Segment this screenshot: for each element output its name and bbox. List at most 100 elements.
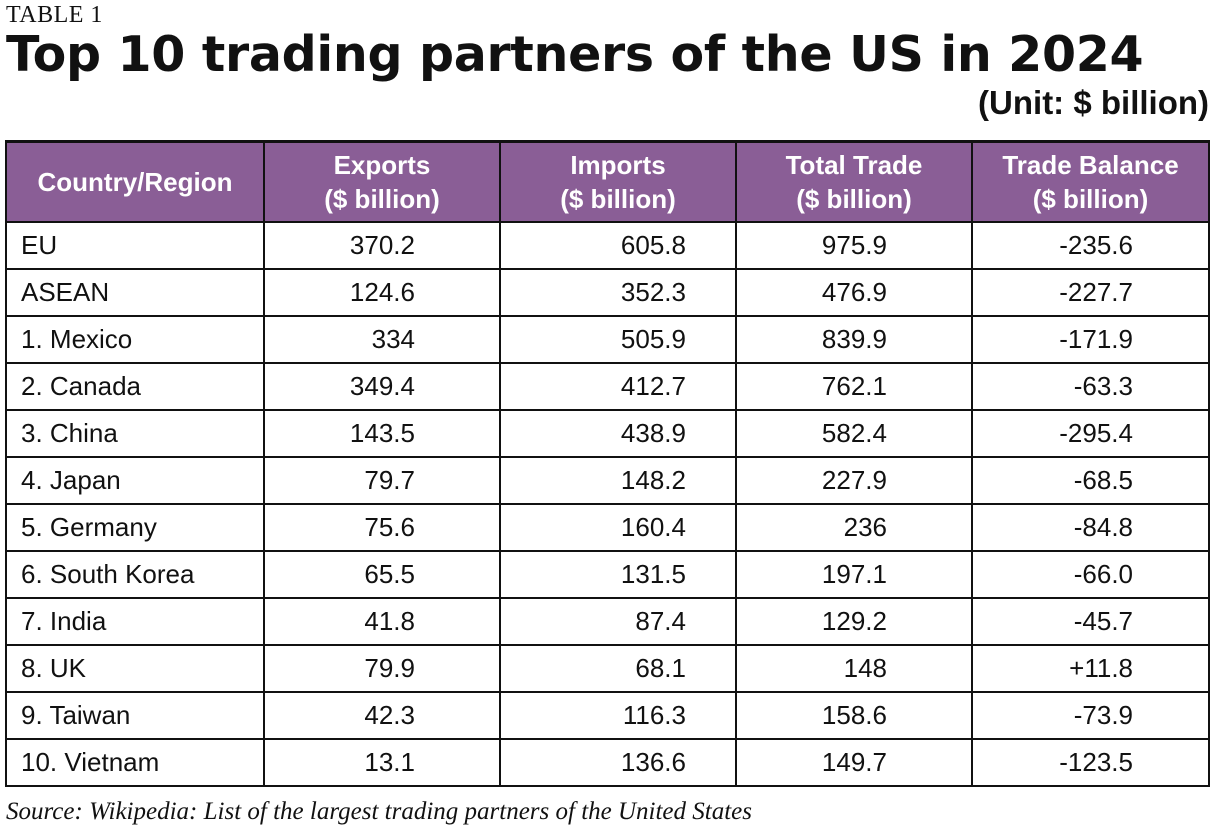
imports-cell: 148.2 [499, 456, 737, 505]
imports-cell: 87.4 [499, 597, 737, 646]
imports-cell: 412.7 [499, 362, 737, 411]
table-body: EU 370.2 605.8 975.9 -235.6 ASEAN 124.6 352.3 47… [5, 221, 1210, 787]
exports-cell-value: 65.5 [364, 559, 415, 589]
exports-cell-value: 42.3 [364, 700, 415, 730]
header-country: Country/Region [5, 140, 265, 223]
header-imports-label: Imports [570, 150, 666, 180]
imports-cell-value: 68.1 [635, 653, 686, 683]
header-trade-balance-unit: ($ billion) [1032, 184, 1149, 214]
table-row: 8. UK 79.9 68.1 148 +11.8 [5, 644, 1210, 693]
imports-cell: 160.4 [499, 503, 737, 552]
total-trade-cell: 476.9 [735, 268, 973, 317]
header-total-trade: Total Trade ($ billion) [735, 140, 973, 223]
total-trade-cell-value: 227.9 [821, 465, 887, 495]
trade-balance-cell-value: -235.6 [1059, 230, 1133, 260]
exports-cell-value: 75.6 [364, 512, 415, 542]
imports-cell-value: 148.2 [620, 465, 686, 495]
header-imports: Imports ($ billion) [499, 140, 737, 223]
imports-cell: 352.3 [499, 268, 737, 317]
exports-cell: 79.9 [263, 644, 501, 693]
total-trade-cell-value: 129.2 [821, 606, 887, 636]
country-cell: 6. South Korea [5, 550, 265, 599]
country-cell: 1. Mexico [5, 315, 265, 364]
total-trade-cell-value: 197.1 [821, 559, 887, 589]
header-trade-balance: Trade Balance ($ billion) [971, 140, 1210, 223]
country-cell: 4. Japan [5, 456, 265, 505]
imports-cell-value: 131.5 [620, 559, 686, 589]
country-cell: 5. Germany [5, 503, 265, 552]
table-row: 1. Mexico 334 505.9 839.9 -171.9 [5, 315, 1210, 364]
total-trade-cell-value: 582.4 [821, 418, 887, 448]
exports-cell: 42.3 [263, 691, 501, 740]
trade-balance-cell-value: -295.4 [1059, 418, 1133, 448]
header-exports-unit: ($ billion) [324, 184, 440, 214]
trade-balance-cell-value: -171.9 [1059, 324, 1133, 354]
trade-balance-cell: -63.3 [971, 362, 1210, 411]
country-cell: 9. Taiwan [5, 691, 265, 740]
exports-cell: 79.7 [263, 456, 501, 505]
header-total-trade-label: Total Trade [785, 150, 923, 180]
total-trade-cell-value: 839.9 [821, 324, 887, 354]
table-label: TABLE 1 [6, 2, 103, 28]
total-trade-cell: 129.2 [735, 597, 973, 646]
imports-cell-value: 505.9 [620, 324, 686, 354]
imports-cell: 68.1 [499, 644, 737, 693]
imports-cell: 438.9 [499, 409, 737, 458]
table-row: 5. Germany 75.6 160.4 236 -84.8 [5, 503, 1210, 552]
table-row: 7. India 41.8 87.4 129.2 -45.7 [5, 597, 1210, 646]
trade-balance-cell: -73.9 [971, 691, 1210, 740]
header-imports-unit: ($ billion) [560, 184, 676, 214]
total-trade-cell-value: 762.1 [821, 371, 887, 401]
table-row: 6. South Korea 65.5 131.5 197.1 -66.0 [5, 550, 1210, 599]
country-cell: 7. India [5, 597, 265, 646]
imports-cell: 505.9 [499, 315, 737, 364]
exports-cell: 75.6 [263, 503, 501, 552]
trade-balance-cell-value: +11.8 [1069, 653, 1133, 683]
table-row: 9. Taiwan 42.3 116.3 158.6 -73.9 [5, 691, 1210, 740]
exports-cell: 370.2 [263, 221, 501, 270]
exports-cell-value: 370.2 [349, 230, 415, 260]
imports-cell-value: 352.3 [620, 277, 686, 307]
exports-cell-value: 79.7 [364, 465, 415, 495]
country-cell: 3. China [5, 409, 265, 458]
total-trade-cell-value: 476.9 [821, 277, 887, 307]
trade-balance-cell: -227.7 [971, 268, 1210, 317]
exports-cell-value: 334 [371, 324, 415, 354]
table-row: ASEAN 124.6 352.3 476.9 -227.7 [5, 268, 1210, 317]
trade-table: Country/Region Exports ($ billion) Impor… [5, 140, 1210, 787]
trade-balance-cell-value: -84.8 [1073, 512, 1133, 542]
header-exports: Exports ($ billion) [263, 140, 501, 223]
total-trade-cell: 197.1 [735, 550, 973, 599]
country-cell: 2. Canada [5, 362, 265, 411]
trade-balance-cell-value: -68.5 [1073, 465, 1133, 495]
imports-cell-value: 605.8 [620, 230, 686, 260]
total-trade-cell: 975.9 [735, 221, 973, 270]
total-trade-cell-value: 149.7 [821, 747, 887, 777]
trade-balance-cell-value: -63.3 [1073, 371, 1133, 401]
exports-cell: 41.8 [263, 597, 501, 646]
trade-balance-cell: -68.5 [971, 456, 1210, 505]
total-trade-cell: 149.7 [735, 738, 973, 787]
imports-cell-value: 412.7 [620, 371, 686, 401]
imports-cell: 605.8 [499, 221, 737, 270]
country-cell: 8. UK [5, 644, 265, 693]
source-note: Source: Wikipedia: List of the largest t… [6, 798, 752, 825]
country-cell: ASEAN [5, 268, 265, 317]
exports-cell: 124.6 [263, 268, 501, 317]
trade-balance-cell: -45.7 [971, 597, 1210, 646]
trade-balance-cell: -171.9 [971, 315, 1210, 364]
total-trade-cell: 158.6 [735, 691, 973, 740]
imports-cell: 116.3 [499, 691, 737, 740]
exports-cell: 13.1 [263, 738, 501, 787]
trade-balance-cell-value: -66.0 [1073, 559, 1133, 589]
table-row: 4. Japan 79.7 148.2 227.9 -68.5 [5, 456, 1210, 505]
trade-balance-cell: -123.5 [971, 738, 1210, 787]
country-cell: EU [5, 221, 265, 270]
total-trade-cell: 236 [735, 503, 973, 552]
exports-cell-value: 41.8 [364, 606, 415, 636]
header-exports-label: Exports [333, 150, 431, 180]
table-row: 2. Canada 349.4 412.7 762.1 -63.3 [5, 362, 1210, 411]
imports-cell-value: 160.4 [620, 512, 686, 542]
header-row: Country/Region Exports ($ billion) Impor… [5, 140, 1210, 223]
exports-cell: 334 [263, 315, 501, 364]
